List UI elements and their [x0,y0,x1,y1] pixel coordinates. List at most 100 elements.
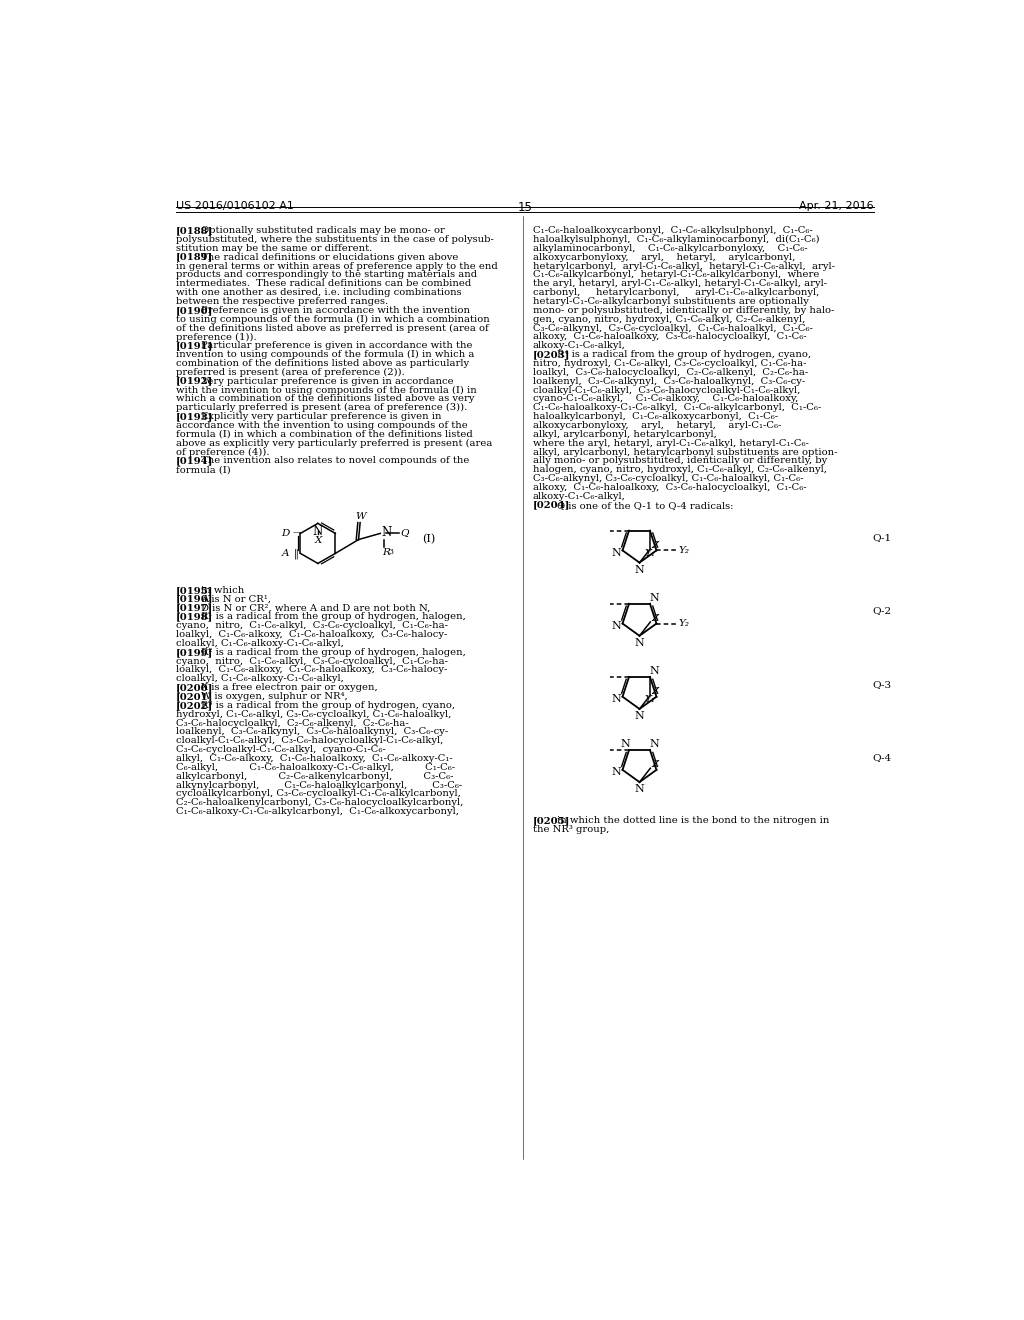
Text: Y₁: Y₁ [644,549,655,558]
Text: R¹ is a radical from the group of hydrogen, halogen,: R¹ is a radical from the group of hydrog… [201,612,466,622]
Text: alkyl, arylcarbonyl, hetarylcarbonyl,: alkyl, arylcarbonyl, hetarylcarbonyl, [532,430,717,438]
Text: R² is a radical from the group of hydrogen, halogen,: R² is a radical from the group of hydrog… [201,648,466,657]
Text: alkynylcarbonyl,        C₁-C₆-haloalkylcarbonyl,        C₃-C₆-: alkynylcarbonyl, C₁-C₆-haloalkylcarbonyl… [176,780,462,789]
Text: 3: 3 [388,548,393,556]
Text: N: N [611,548,621,557]
Text: [0192]: [0192] [176,376,213,385]
Text: alkoxycarbonyloxy,    aryl,    hetaryl,    arylcarbonyl,: alkoxycarbonyloxy, aryl, hetaryl, arylca… [532,252,795,261]
Text: polysubstituted, where the substituents in the case of polysub-: polysubstituted, where the substituents … [176,235,494,244]
Text: preferred is present (area of preference (2)).: preferred is present (area of preference… [176,368,404,378]
Text: ‖: ‖ [293,548,298,558]
Text: A: A [282,549,290,558]
Text: X is a free electron pair or oxygen,: X is a free electron pair or oxygen, [201,684,378,692]
Text: C₃-C₆-halocycloalkyl,  C₂-C₆-alkenyl,  C₂-C₆-ha-: C₃-C₆-halocycloalkyl, C₂-C₆-alkenyl, C₂-… [176,718,409,727]
Text: R³ is a radical from the group of hydrogen, cyano,: R³ is a radical from the group of hydrog… [201,701,455,710]
Text: formula (I): formula (I) [176,465,230,474]
Text: N: N [649,739,659,750]
Text: N: N [649,667,659,676]
Text: of preference (4)).: of preference (4)). [176,447,269,457]
Text: N: N [649,593,659,603]
Text: Z: Z [651,614,658,623]
Text: [0199]: [0199] [176,648,213,657]
Text: N: N [312,525,323,539]
Text: loalkyl,  C₁-C₆-alkoxy,  C₁-C₆-haloalkoxy,  C₃-C₆-halocy-: loalkyl, C₁-C₆-alkoxy, C₁-C₆-haloalkoxy,… [176,665,447,675]
Text: A is N or CR¹,: A is N or CR¹, [201,594,271,603]
Text: C₁-C₆-haloalkoxy-C₁-C₆-alkyl,  C₁-C₆-alkylcarbonyl,  C₁-C₆-: C₁-C₆-haloalkoxy-C₁-C₆-alkyl, C₁-C₆-alky… [532,404,821,412]
Text: loalkyl,  C₁-C₆-alkoxy,  C₁-C₆-haloalkoxy,  C₃-C₆-halocy-: loalkyl, C₁-C₆-alkoxy, C₁-C₆-haloalkoxy,… [176,630,447,639]
Text: 15: 15 [517,201,532,214]
Text: where the aryl, hetaryl, aryl-C₁-C₆-alkyl, hetaryl-C₁-C₆-: where the aryl, hetaryl, aryl-C₁-C₆-alky… [532,438,808,447]
Text: in general terms or within areas of preference apply to the end: in general terms or within areas of pref… [176,261,498,271]
Text: between the respective preferred ranges.: between the respective preferred ranges. [176,297,388,306]
Text: X: X [314,536,322,545]
Text: alkyl,  C₁-C₆-alkoxy,  C₁-C₆-haloalkoxy,  C₁-C₆-alkoxy-C₁-: alkyl, C₁-C₆-alkoxy, C₁-C₆-haloalkoxy, C… [176,754,453,763]
Text: the aryl, hetaryl, aryl-C₁-C₆-alkyl, hetaryl-C₁-C₆-alkyl, aryl-: the aryl, hetaryl, aryl-C₁-C₆-alkyl, het… [532,280,826,288]
Text: cyano,  nitro,  C₁-C₆-alkyl,  C₃-C₆-cycloalkyl,  C₁-C₆-ha-: cyano, nitro, C₁-C₆-alkyl, C₃-C₆-cycloal… [176,656,449,665]
Text: cloalkyl, C₁-C₆-alkoxy-C₁-C₆-alkyl,: cloalkyl, C₁-C₆-alkoxy-C₁-C₆-alkyl, [176,639,344,648]
Text: gen, cyano, nitro, hydroxyl, C₁-C₆-alkyl, C₂-C₆-alkenyl,: gen, cyano, nitro, hydroxyl, C₁-C₆-alkyl… [532,314,805,323]
Text: [0193]: [0193] [176,412,213,421]
Text: C₁-C₆-alkoxy-C₁-C₆-alkylcarbonyl,  C₁-C₆-alkoxycarbonyl,: C₁-C₆-alkoxy-C₁-C₆-alkylcarbonyl, C₁-C₆-… [176,807,459,816]
Text: which a combination of the definitions listed above as very: which a combination of the definitions l… [176,395,474,404]
Text: cloalkyl-C₁-C₆-alkyl,  C₃-C₆-halocycloalkyl-C₁-C₆-alkyl,: cloalkyl-C₁-C₆-alkyl, C₃-C₆-halocycloalk… [176,737,443,746]
Text: hetarylcarbonyl,  aryl-C₁-C₆-alkyl,  hetaryl-C₁-C₆-alkyl,  aryl-: hetarylcarbonyl, aryl-C₁-C₆-alkyl, hetar… [532,261,835,271]
Text: N: N [635,711,644,721]
Text: mono- or polysubstituted, identically or differently, by halo-: mono- or polysubstituted, identically or… [532,306,834,315]
Text: N: N [381,527,391,539]
Text: [0196]: [0196] [176,594,213,603]
Text: Q-3: Q-3 [872,680,891,689]
Text: [0194]: [0194] [176,457,213,466]
Text: N: N [611,620,621,631]
Text: intermediates.  These radical definitions can be combined: intermediates. These radical definitions… [176,280,471,288]
Text: D: D [282,529,290,537]
Text: Q-2: Q-2 [872,607,891,615]
Text: Q: Q [400,528,409,537]
Text: [0191]: [0191] [176,342,213,350]
Text: alkoxy-C₁-C₆-alkyl,: alkoxy-C₁-C₆-alkyl, [532,342,626,350]
Text: formula (I) in which a combination of the definitions listed: formula (I) in which a combination of th… [176,430,473,438]
Text: Apr. 21, 2016: Apr. 21, 2016 [799,201,873,211]
Text: preference (1)).: preference (1)). [176,333,257,342]
Text: haloalkylcarbonyl,  C₁-C₆-alkoxycarbonyl,  C₁-C₆-: haloalkylcarbonyl, C₁-C₆-alkoxycarbonyl,… [532,412,777,421]
Text: Z: Z [651,760,658,770]
Text: accordance with the invention to using compounds of the: accordance with the invention to using c… [176,421,468,430]
Text: Y₁: Y₁ [644,696,655,705]
Text: Preference is given in accordance with the invention: Preference is given in accordance with t… [201,306,470,315]
Text: Q-1: Q-1 [872,533,891,543]
Text: N: N [621,739,630,750]
Text: C₃-C₆-alkynyl, C₃-C₆-cycloalkyl, C₁-C₆-haloalkyl, C₁-C₆-: C₃-C₆-alkynyl, C₃-C₆-cycloalkyl, C₁-C₆-h… [532,474,803,483]
Text: alkoxy,  C₁-C₆-haloalkoxy,  C₃-C₆-halocycloalkyl,  C₁-C₆-: alkoxy, C₁-C₆-haloalkoxy, C₃-C₆-halocycl… [532,483,806,492]
Text: with one another as desired, i.e. including combinations: with one another as desired, i.e. includ… [176,288,462,297]
Text: N: N [611,767,621,777]
Text: Optionally substituted radicals may be mono- or: Optionally substituted radicals may be m… [201,226,444,235]
Text: [0198]: [0198] [176,612,213,622]
Text: N: N [635,638,644,648]
Text: Y₂: Y₂ [678,619,689,628]
Text: haloalkylsulphonyl,  C₁-C₆-alkylaminocarbonyl,  di(C₁-C₆): haloalkylsulphonyl, C₁-C₆-alkylaminocarb… [532,235,819,244]
Text: particularly preferred is present (area of preference (3)).: particularly preferred is present (area … [176,404,467,412]
Text: nitro, hydroxyl, C₁-C₆-alkyl, C₃-C₆-cycloalkyl, C₁-C₆-ha-: nitro, hydroxyl, C₁-C₆-alkyl, C₃-C₆-cycl… [532,359,806,368]
Text: [0195]: [0195] [176,586,213,595]
Text: [0205]: [0205] [532,816,570,825]
Text: Particular preference is given in accordance with the: Particular preference is given in accord… [201,342,472,350]
Text: in which the dotted line is the bond to the nitrogen in: in which the dotted line is the bond to … [557,816,829,825]
Text: cloalkyl-C₁-C₆-alkyl,  C₃-C₆-halocycloalkyl-C₁-C₆-alkyl,: cloalkyl-C₁-C₆-alkyl, C₃-C₆-halocycloalk… [532,385,800,395]
Text: N: N [635,784,644,795]
Text: cyano,  nitro,  C₁-C₆-alkyl,  C₃-C₆-cycloalkyl,  C₁-C₆-ha-: cyano, nitro, C₁-C₆-alkyl, C₃-C₆-cycloal… [176,622,449,630]
Text: stitution may be the same or different.: stitution may be the same or different. [176,244,373,253]
Text: US 2016/0106102 A1: US 2016/0106102 A1 [176,201,294,211]
Text: [0189]: [0189] [176,252,213,261]
Text: invention to using compounds of the formula (I) in which a: invention to using compounds of the form… [176,350,474,359]
Text: loalkenyl,  C₃-C₆-alkynyl,  C₃-C₆-haloalkynyl,  C₃-C₆-cy-: loalkenyl, C₃-C₆-alkynyl, C₃-C₆-haloalky… [176,727,449,737]
Text: C₁-C₆-alkylcarbonyl,  hetaryl-C₁-C₆-alkylcarbonyl,  where: C₁-C₆-alkylcarbonyl, hetaryl-C₁-C₆-alkyl… [532,271,819,280]
Text: above as explicitly very particularly preferred is present (area: above as explicitly very particularly pr… [176,438,493,447]
Text: —: — [292,529,299,536]
Text: R⁴ is a radical from the group of hydrogen, cyano,: R⁴ is a radical from the group of hydrog… [557,350,811,359]
Text: the NR³ group,: the NR³ group, [532,825,609,834]
Text: C₁-C₆-haloalkoxycarbonyl,  C₁-C₆-alkylsulphonyl,  C₁-C₆-: C₁-C₆-haloalkoxycarbonyl, C₁-C₆-alkylsul… [532,226,812,235]
Text: Very particular preference is given in accordance: Very particular preference is given in a… [201,376,454,385]
Text: C₃-C₆-alkynyl,  C₃-C₆-cycloalkyl,  C₁-C₆-haloalkyl,  C₁-C₆-: C₃-C₆-alkynyl, C₃-C₆-cycloalkyl, C₁-C₆-h… [532,323,812,333]
Text: Z: Z [651,541,658,549]
Text: The invention also relates to novel compounds of the: The invention also relates to novel comp… [201,457,469,466]
Text: D is N or CR², where A and D are not both N,: D is N or CR², where A and D are not bot… [201,603,430,612]
